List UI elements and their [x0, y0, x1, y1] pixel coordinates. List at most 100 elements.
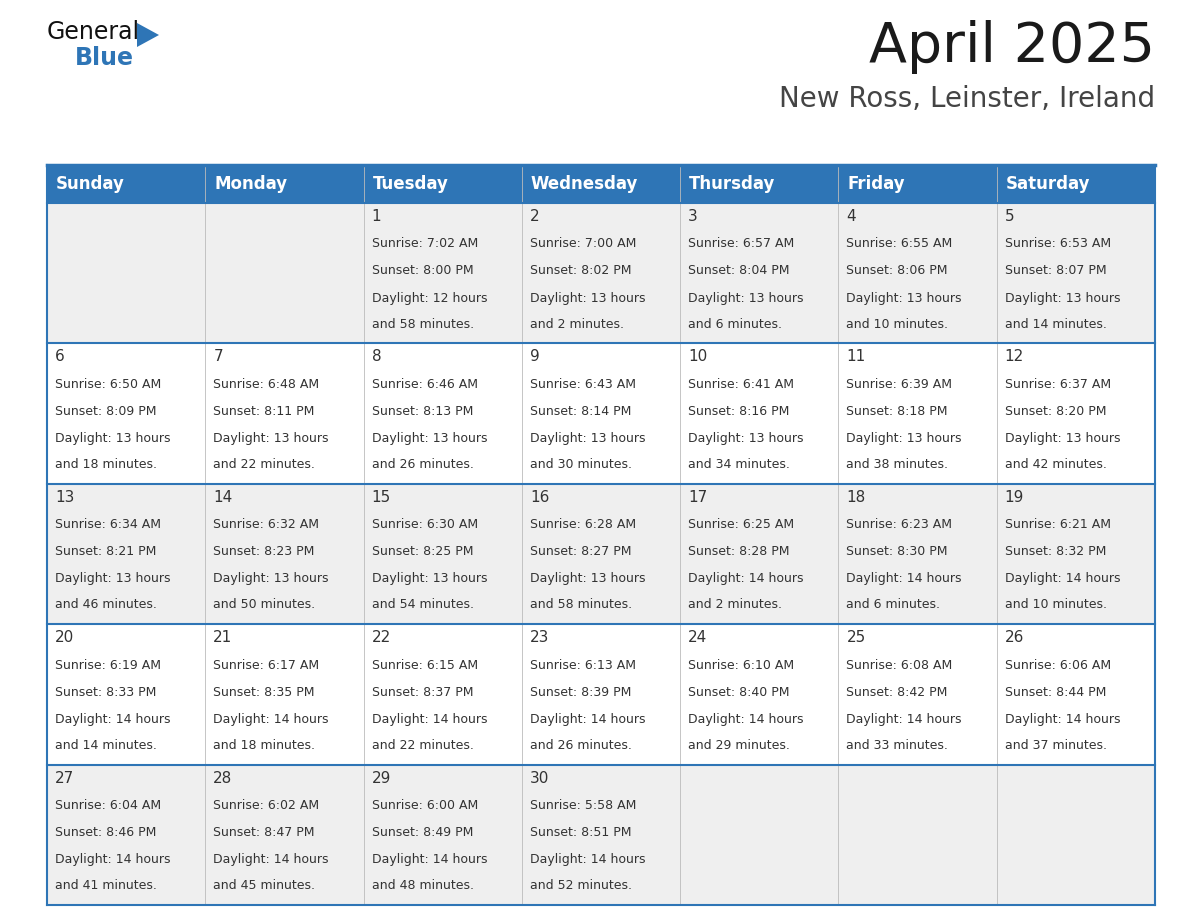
Bar — [522, 203, 681, 343]
Text: Daylight: 14 hours: Daylight: 14 hours — [688, 573, 803, 586]
Bar — [48, 203, 206, 343]
Text: 22: 22 — [372, 630, 391, 645]
Text: and 50 minutes.: and 50 minutes. — [214, 599, 315, 611]
Text: Sunrise: 6:30 AM: Sunrise: 6:30 AM — [372, 518, 478, 532]
Bar — [839, 765, 997, 905]
Text: and 22 minutes.: and 22 minutes. — [372, 739, 474, 752]
Text: Daylight: 12 hours: Daylight: 12 hours — [372, 292, 487, 305]
Text: Sunset: 8:47 PM: Sunset: 8:47 PM — [214, 826, 315, 839]
Text: and 2 minutes.: and 2 minutes. — [530, 318, 624, 330]
Bar — [997, 765, 1155, 905]
Text: Daylight: 14 hours: Daylight: 14 hours — [1005, 713, 1120, 726]
Text: and 26 minutes.: and 26 minutes. — [372, 458, 474, 471]
Text: and 42 minutes.: and 42 minutes. — [1005, 458, 1106, 471]
Text: Daylight: 14 hours: Daylight: 14 hours — [1005, 573, 1120, 586]
Text: Daylight: 14 hours: Daylight: 14 hours — [846, 573, 962, 586]
Text: Daylight: 13 hours: Daylight: 13 hours — [55, 573, 171, 586]
Text: and 34 minutes.: and 34 minutes. — [688, 458, 790, 471]
Text: and 6 minutes.: and 6 minutes. — [846, 599, 941, 611]
Bar — [48, 624, 206, 765]
Text: and 46 minutes.: and 46 minutes. — [55, 599, 157, 611]
Text: Daylight: 14 hours: Daylight: 14 hours — [530, 853, 645, 867]
Text: Friday: Friday — [847, 175, 905, 193]
Text: Sunrise: 6:23 AM: Sunrise: 6:23 AM — [846, 518, 953, 532]
Text: and 33 minutes.: and 33 minutes. — [846, 739, 948, 752]
Text: Sunset: 8:33 PM: Sunset: 8:33 PM — [55, 686, 157, 699]
Text: and 26 minutes.: and 26 minutes. — [530, 739, 632, 752]
Bar — [364, 203, 522, 343]
Text: Sunrise: 6:57 AM: Sunrise: 6:57 AM — [688, 238, 795, 251]
Text: Sunrise: 7:00 AM: Sunrise: 7:00 AM — [530, 238, 637, 251]
Bar — [681, 165, 839, 203]
Text: 24: 24 — [688, 630, 707, 645]
Text: 10: 10 — [688, 350, 707, 364]
Bar — [839, 203, 997, 343]
Text: 17: 17 — [688, 490, 707, 505]
Bar — [839, 343, 997, 484]
Text: Sunset: 8:51 PM: Sunset: 8:51 PM — [530, 826, 631, 839]
Text: Sunrise: 6:08 AM: Sunrise: 6:08 AM — [846, 658, 953, 671]
Text: and 14 minutes.: and 14 minutes. — [1005, 318, 1106, 330]
Text: April 2025: April 2025 — [868, 20, 1155, 74]
Text: Sunset: 8:02 PM: Sunset: 8:02 PM — [530, 264, 631, 277]
Bar — [681, 484, 839, 624]
Text: 15: 15 — [372, 490, 391, 505]
Text: Sunset: 8:20 PM: Sunset: 8:20 PM — [1005, 405, 1106, 418]
Text: 5: 5 — [1005, 209, 1015, 224]
Bar — [681, 203, 839, 343]
Bar — [364, 765, 522, 905]
Text: Sunset: 8:13 PM: Sunset: 8:13 PM — [372, 405, 473, 418]
Text: Saturday: Saturday — [1006, 175, 1091, 193]
Bar — [364, 484, 522, 624]
Text: 27: 27 — [55, 770, 74, 786]
Text: Sunset: 8:00 PM: Sunset: 8:00 PM — [372, 264, 473, 277]
Text: 6: 6 — [55, 350, 65, 364]
Text: 16: 16 — [530, 490, 549, 505]
Text: Sunset: 8:46 PM: Sunset: 8:46 PM — [55, 826, 157, 839]
Text: Blue: Blue — [75, 46, 134, 70]
Text: Sunrise: 6:43 AM: Sunrise: 6:43 AM — [530, 377, 636, 391]
Text: Sunset: 8:37 PM: Sunset: 8:37 PM — [372, 686, 473, 699]
Text: 1: 1 — [372, 209, 381, 224]
Text: Sunrise: 6:02 AM: Sunrise: 6:02 AM — [214, 799, 320, 812]
Text: 12: 12 — [1005, 350, 1024, 364]
Text: Sunrise: 7:02 AM: Sunrise: 7:02 AM — [372, 238, 478, 251]
Text: Sunrise: 6:41 AM: Sunrise: 6:41 AM — [688, 377, 794, 391]
Bar — [206, 343, 364, 484]
Text: 29: 29 — [372, 770, 391, 786]
Text: Sunset: 8:14 PM: Sunset: 8:14 PM — [530, 405, 631, 418]
Text: and 30 minutes.: and 30 minutes. — [530, 458, 632, 471]
Text: Sunset: 8:09 PM: Sunset: 8:09 PM — [55, 405, 157, 418]
Text: 14: 14 — [214, 490, 233, 505]
Text: Sunrise: 6:10 AM: Sunrise: 6:10 AM — [688, 658, 795, 671]
Text: Sunset: 8:04 PM: Sunset: 8:04 PM — [688, 264, 790, 277]
Bar — [681, 624, 839, 765]
Bar — [681, 343, 839, 484]
Text: Sunrise: 6:17 AM: Sunrise: 6:17 AM — [214, 658, 320, 671]
Text: 28: 28 — [214, 770, 233, 786]
Text: Daylight: 14 hours: Daylight: 14 hours — [372, 853, 487, 867]
Text: Sunrise: 6:21 AM: Sunrise: 6:21 AM — [1005, 518, 1111, 532]
Text: Sunrise: 6:04 AM: Sunrise: 6:04 AM — [55, 799, 162, 812]
Text: Daylight: 14 hours: Daylight: 14 hours — [55, 713, 171, 726]
Text: Daylight: 13 hours: Daylight: 13 hours — [530, 432, 645, 445]
Text: Sunrise: 5:58 AM: Sunrise: 5:58 AM — [530, 799, 637, 812]
Polygon shape — [137, 23, 159, 47]
Text: Daylight: 13 hours: Daylight: 13 hours — [530, 292, 645, 305]
Text: Sunset: 8:27 PM: Sunset: 8:27 PM — [530, 545, 631, 558]
Text: 3: 3 — [688, 209, 697, 224]
Text: Sunrise: 6:25 AM: Sunrise: 6:25 AM — [688, 518, 795, 532]
Text: 19: 19 — [1005, 490, 1024, 505]
Text: Sunset: 8:49 PM: Sunset: 8:49 PM — [372, 826, 473, 839]
Text: and 2 minutes.: and 2 minutes. — [688, 599, 782, 611]
Bar — [839, 484, 997, 624]
Bar — [48, 765, 206, 905]
Bar — [206, 765, 364, 905]
Text: General: General — [48, 20, 140, 44]
Text: and 38 minutes.: and 38 minutes. — [846, 458, 948, 471]
Text: and 10 minutes.: and 10 minutes. — [846, 318, 948, 330]
Text: and 37 minutes.: and 37 minutes. — [1005, 739, 1107, 752]
Bar — [997, 343, 1155, 484]
Text: and 10 minutes.: and 10 minutes. — [1005, 599, 1107, 611]
Text: Daylight: 13 hours: Daylight: 13 hours — [846, 292, 962, 305]
